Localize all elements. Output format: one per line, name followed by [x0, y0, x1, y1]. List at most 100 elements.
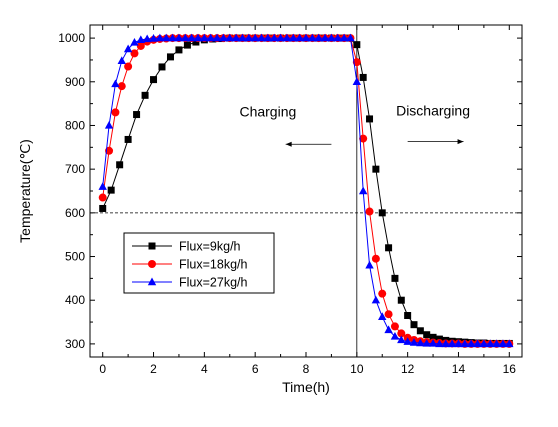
data-point	[149, 34, 158, 42]
data-point	[123, 44, 133, 53]
data-point	[150, 76, 158, 84]
data-point	[111, 79, 120, 88]
data-point	[466, 339, 476, 348]
data-point	[238, 33, 247, 42]
data-point	[365, 260, 374, 269]
series-circle	[98, 34, 514, 348]
data-point	[410, 321, 418, 329]
y-tick-label: 800	[65, 118, 85, 132]
data-point	[107, 186, 115, 194]
series-line	[102, 37, 510, 345]
data-point	[136, 41, 145, 50]
data-point	[372, 165, 380, 173]
data-point	[428, 338, 438, 347]
data-point	[142, 34, 152, 43]
data-point	[479, 339, 489, 348]
data-point	[130, 37, 139, 46]
plot-area-frame	[89, 24, 523, 358]
data-point	[352, 58, 361, 67]
x-tick-label: 12	[401, 362, 415, 376]
data-point	[339, 33, 349, 42]
data-point	[98, 182, 107, 190]
data-point	[390, 331, 400, 340]
data-point	[212, 33, 222, 42]
x-tick-label: 6	[252, 362, 259, 376]
data-point	[371, 295, 381, 304]
axis-ticks: 0 2 4 6 8 10 12 14 16 300 400 500 600 700 800 900 1000	[58, 25, 522, 376]
data-point	[366, 115, 374, 123]
data-point	[327, 33, 336, 42]
series-line	[102, 37, 510, 344]
data-point	[409, 338, 419, 346]
data-point	[505, 339, 514, 348]
data-point	[225, 33, 234, 42]
data-point	[124, 135, 132, 143]
data-point	[192, 38, 200, 46]
data-point	[473, 339, 482, 348]
annotations: Charging Discharging	[239, 102, 470, 147]
annotation-label: Discharging	[396, 102, 470, 118]
data-point	[200, 33, 209, 42]
data-point	[183, 41, 191, 49]
data-point	[282, 33, 292, 42]
legend-label: Flux=18kg/h	[179, 258, 247, 272]
y-tick-label: 500	[65, 250, 85, 264]
data-point	[371, 254, 380, 263]
data-point	[423, 331, 431, 339]
legend: Flux=9kg/h Flux=18kg/h Flux=27kg/h	[123, 232, 275, 294]
data-point	[187, 33, 196, 42]
data-point	[117, 56, 126, 65]
series-square	[99, 34, 513, 347]
legend-label: Flux=27kg/h	[179, 276, 247, 290]
data-point	[353, 41, 361, 49]
data-point	[486, 339, 495, 348]
data-point	[116, 161, 124, 169]
data-point	[162, 33, 171, 42]
data-point	[333, 33, 342, 42]
data-point	[111, 108, 120, 117]
x-axis-label: Time(h)	[282, 379, 330, 395]
x-tick-label: 14	[452, 362, 466, 376]
data-point	[378, 312, 387, 321]
data-point	[378, 209, 386, 217]
data-point	[359, 134, 368, 143]
data-point	[244, 33, 254, 42]
data-point	[250, 33, 260, 42]
data-point	[492, 339, 501, 348]
legend-marker	[147, 277, 157, 286]
data-point	[397, 335, 406, 344]
data-point	[136, 35, 146, 44]
data-point	[166, 53, 174, 61]
y-tick-label: 900	[65, 75, 85, 89]
data-point	[352, 77, 362, 85]
data-point	[314, 33, 323, 42]
data-point	[397, 296, 405, 304]
y-tick-label: 600	[65, 206, 85, 220]
data-point	[276, 33, 285, 42]
annotation-arrow-head	[457, 139, 464, 145]
data-point	[429, 333, 437, 341]
data-point	[98, 193, 107, 202]
data-point	[384, 325, 393, 334]
legend-marker	[148, 242, 156, 250]
data-point	[404, 312, 412, 319]
data-point	[270, 33, 279, 42]
legend-item: Flux=18kg/h	[132, 258, 247, 272]
series-line	[102, 37, 510, 345]
data-point	[219, 33, 228, 42]
data-point	[391, 274, 399, 282]
legend-label: Flux=9kg/h	[179, 240, 241, 254]
data-point	[308, 33, 317, 42]
data-point	[124, 62, 133, 71]
data-point	[390, 322, 399, 331]
data-point	[141, 91, 149, 99]
reference-lines	[90, 25, 522, 357]
annotation-arrow-head	[285, 141, 292, 147]
data-point	[359, 73, 367, 81]
data-point	[206, 33, 215, 42]
data-point	[498, 339, 508, 348]
legend-item: Flux=27kg/h	[132, 276, 247, 290]
data-point	[301, 33, 311, 42]
data-point	[460, 339, 470, 348]
